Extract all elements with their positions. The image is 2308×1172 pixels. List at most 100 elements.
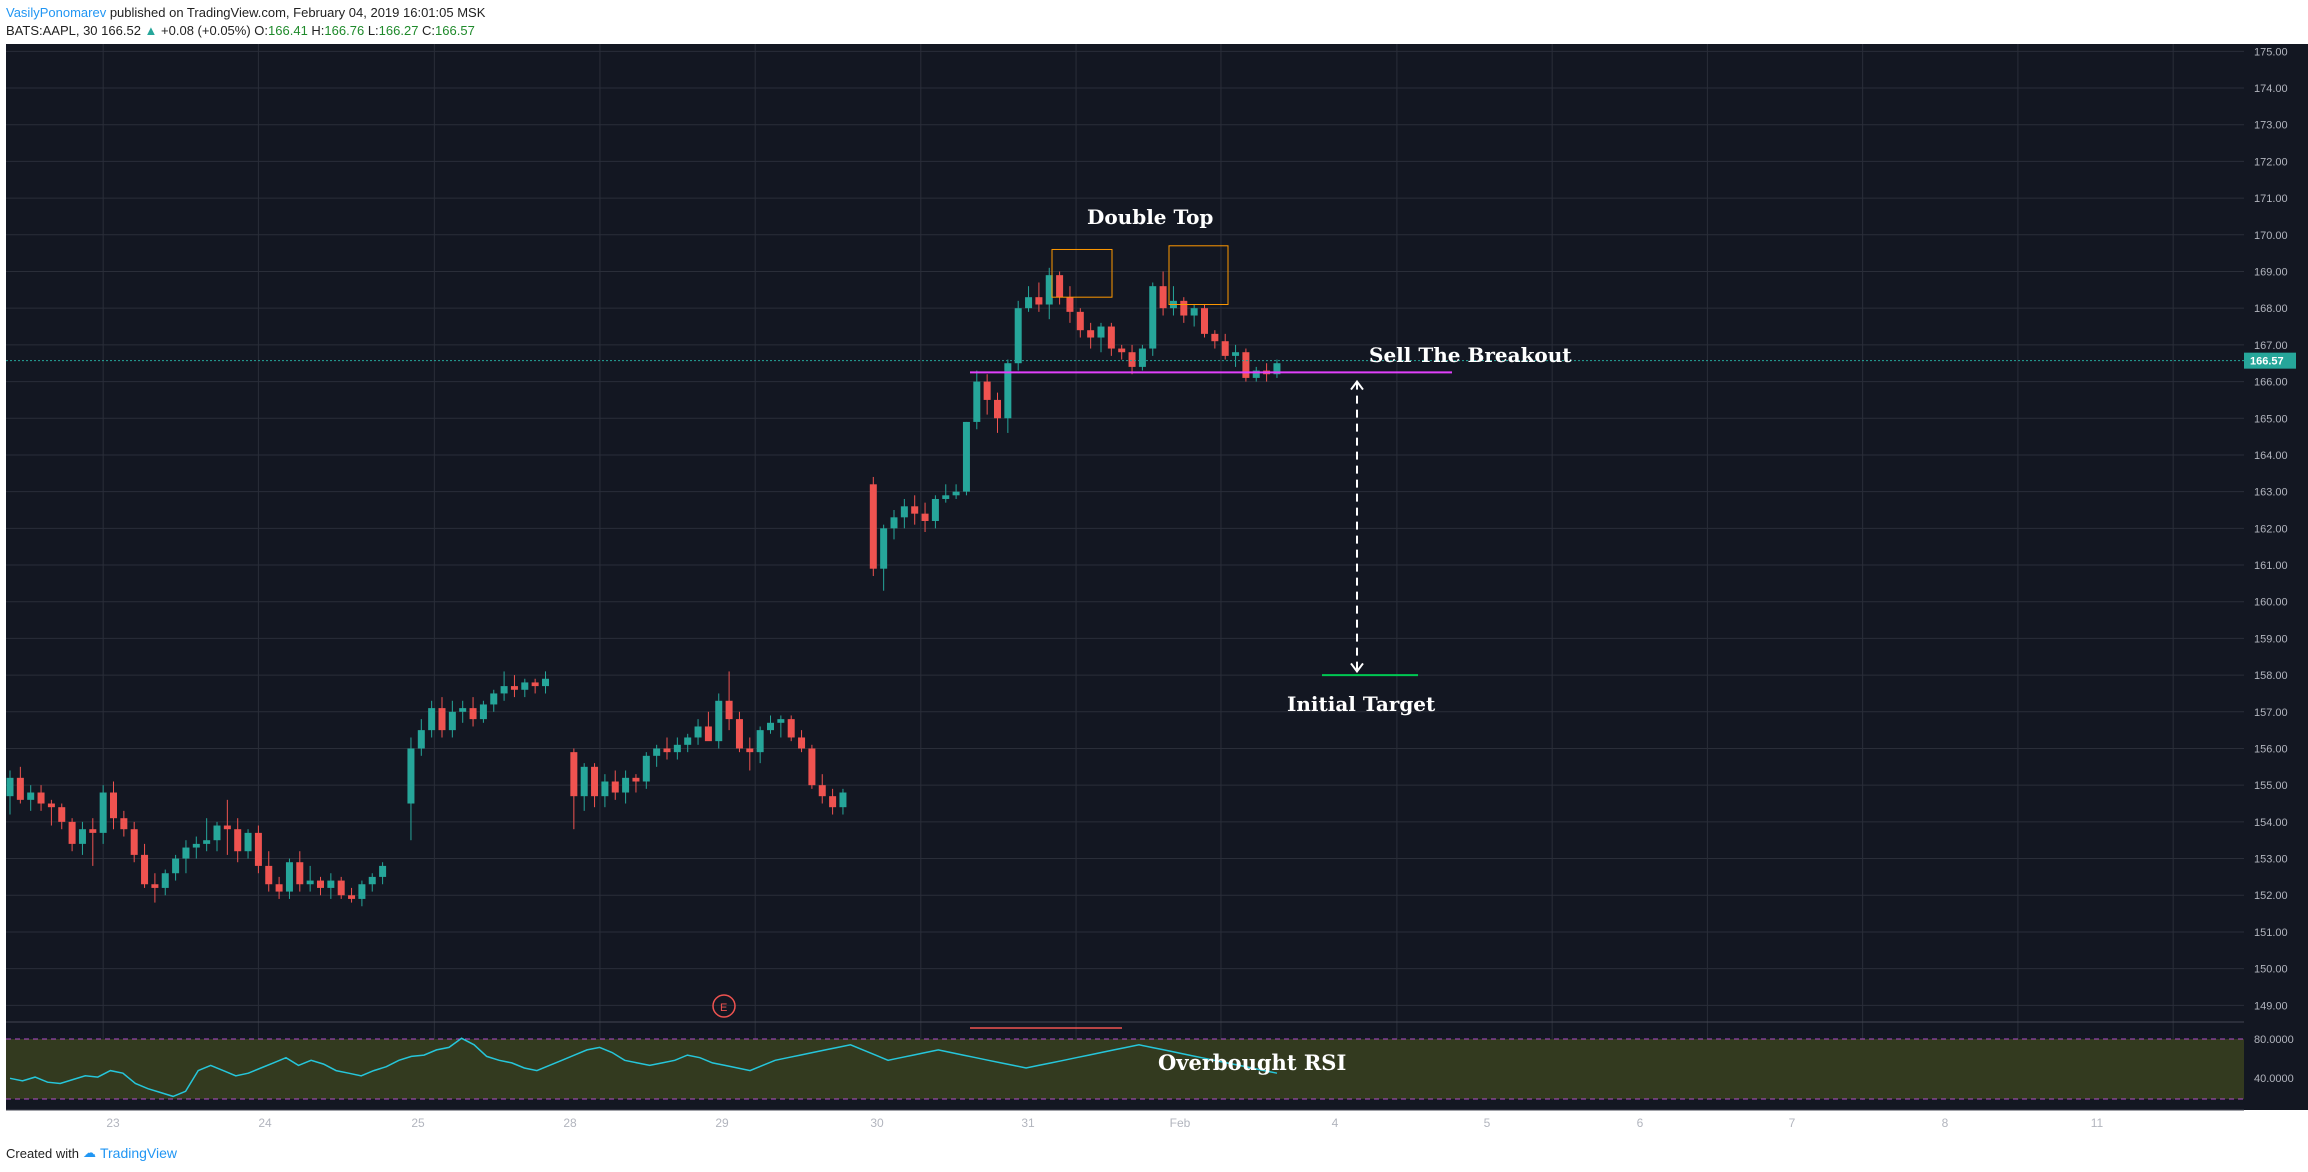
price-axis[interactable]: 175.00 174.00 173.00 172.00 171.00 170.00 169.… [2244,44,2308,1110]
candle[interactable] [521,678,529,698]
candle[interactable] [570,748,578,830]
candle[interactable] [1180,297,1188,323]
candle[interactable] [368,873,376,892]
candle[interactable] [725,671,733,731]
candle[interactable] [327,873,335,899]
candle[interactable] [973,370,981,430]
candle[interactable] [1190,304,1198,327]
candle[interactable] [890,509,898,540]
candle[interactable] [192,836,200,859]
candle[interactable] [580,763,588,811]
candle[interactable] [715,693,723,749]
candle[interactable] [223,799,231,855]
candle[interactable] [983,374,991,415]
candle[interactable] [787,715,795,742]
candle[interactable] [994,392,1001,433]
candle[interactable] [234,818,242,863]
candle[interactable] [37,785,45,811]
candle[interactable] [1097,322,1105,353]
candle[interactable] [839,788,847,815]
candle[interactable] [317,876,324,896]
candle[interactable] [1211,330,1219,349]
candle[interactable] [417,719,425,756]
candle[interactable] [141,843,149,888]
candle[interactable] [746,737,754,771]
candle[interactable] [952,484,960,499]
time-axis[interactable]: 23 24 25 28 29 30 31 Feb 4 5 6 7 8 11 [6,1109,2244,1130]
candle[interactable] [510,675,518,698]
candle[interactable] [962,421,970,496]
candle[interactable] [694,719,702,745]
earnings-marker-icon[interactable] [712,994,736,1018]
candle[interactable] [942,484,950,503]
candle[interactable] [358,880,366,907]
candle[interactable] [1252,366,1260,382]
candle[interactable] [438,697,446,738]
candle[interactable] [448,700,456,738]
candle[interactable] [306,865,314,892]
candle[interactable] [622,770,630,804]
candle[interactable] [704,711,712,742]
author-link[interactable]: VasilyPonomarev [6,5,107,20]
candle[interactable] [1066,286,1074,323]
candle[interactable] [27,785,35,811]
candle[interactable] [172,854,180,881]
double-top-label[interactable]: Double Top [1087,205,1213,229]
candle[interactable] [880,524,888,591]
candle[interactable] [1138,344,1146,371]
candle[interactable] [869,476,877,577]
candle[interactable] [130,821,138,863]
overbought-rsi-label[interactable]: Overbought RSI [1158,1050,1346,1075]
candle[interactable] [6,770,14,815]
candle[interactable] [1035,282,1043,312]
tradingview-brand-link[interactable]: TradingView [99,1145,178,1161]
candle[interactable] [47,799,55,826]
candle[interactable] [203,818,211,852]
candle[interactable] [921,502,929,532]
candle[interactable] [542,671,549,694]
candle[interactable] [89,818,97,866]
candle[interactable] [151,873,159,903]
candle[interactable] [110,781,117,830]
candle[interactable] [1159,271,1167,316]
candle[interactable] [296,851,304,892]
candle[interactable] [829,788,837,815]
candle[interactable] [1014,300,1022,371]
candle[interactable] [931,495,939,529]
candle[interactable] [642,752,650,789]
candle[interactable] [337,876,345,899]
initial-target-label[interactable]: Initial Target [1287,692,1436,716]
candle[interactable] [182,840,190,874]
candle[interactable] [479,700,487,723]
candle[interactable] [911,495,919,525]
candle[interactable] [1201,304,1208,338]
candle[interactable] [531,678,539,694]
candle[interactable] [1149,282,1157,356]
sell-breakout-label[interactable]: Sell The Breakout [1369,343,1572,367]
candle[interactable] [1087,322,1095,349]
candle[interactable] [818,774,826,804]
candle[interactable] [673,737,681,760]
candle[interactable] [379,862,387,885]
candle[interactable] [1273,359,1281,378]
candlestick-series[interactable] [6,267,1281,907]
candle[interactable] [213,821,221,852]
candle[interactable] [1232,344,1240,367]
candle[interactable] [500,671,508,701]
candle[interactable] [428,700,436,738]
candle[interactable] [254,825,262,874]
candle[interactable] [1128,344,1136,375]
candle[interactable] [1056,271,1064,305]
candle[interactable] [798,730,806,753]
candle[interactable] [469,697,477,727]
candle[interactable] [1045,267,1053,320]
candle[interactable] [490,689,498,712]
candle[interactable] [161,869,169,896]
candle[interactable] [58,803,66,830]
candle[interactable] [1107,322,1115,356]
candle[interactable] [735,711,743,753]
candle[interactable] [767,715,774,734]
candle[interactable] [99,785,107,844]
candle[interactable] [632,774,640,793]
